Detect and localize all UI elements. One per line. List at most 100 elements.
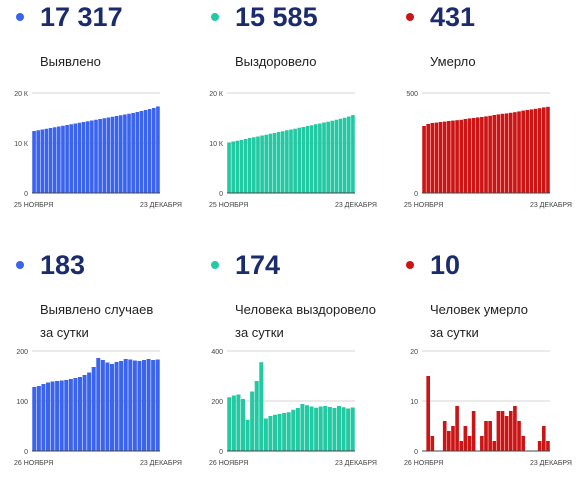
bar	[114, 116, 119, 193]
bar	[264, 134, 269, 193]
recovered-daily-label: Человека выздоровело за сутки	[235, 298, 376, 344]
bar	[69, 124, 74, 193]
bar	[100, 360, 105, 451]
bar	[44, 128, 49, 193]
bar	[521, 436, 525, 451]
x-tick-label: 25 НОЯБРЯ	[209, 202, 248, 209]
bar	[256, 136, 260, 193]
bar	[301, 127, 306, 193]
detected-total-chart: 0 10 К 20 К 25 НОЯБРЯ 23 ДЕКАБРЯ	[14, 91, 182, 209]
y-tick-label: 0	[24, 191, 28, 198]
bar	[268, 416, 273, 451]
y-tick-label: 20	[410, 349, 418, 356]
y-tick-label: 10	[410, 399, 418, 406]
y-tick-label: 10 К	[14, 141, 29, 148]
bar	[351, 115, 355, 193]
bar	[247, 138, 252, 193]
bar	[338, 118, 343, 193]
y-tick-label: 0	[219, 449, 223, 456]
bar	[293, 128, 297, 193]
bar	[48, 128, 53, 193]
bar	[40, 129, 45, 193]
bar	[276, 132, 281, 193]
x-tick-label: 23 ДЕКАБРЯ	[140, 460, 182, 467]
series-dot-icon	[16, 261, 24, 269]
bar	[65, 125, 69, 193]
bar	[110, 116, 115, 193]
y-tick-label: 20 К	[14, 91, 29, 98]
bar	[318, 406, 323, 451]
bar	[426, 124, 431, 193]
bar	[434, 122, 439, 193]
bar	[326, 121, 330, 193]
bar	[442, 421, 447, 451]
bar	[57, 126, 61, 193]
bar	[123, 114, 127, 193]
deaths-total-label: Умерло	[430, 50, 476, 73]
bar	[132, 360, 137, 451]
bar	[346, 408, 351, 451]
bar	[280, 131, 285, 193]
detected-daily-chart: 0 100 200 26 НОЯБРЯ 23 ДЕКАБРЯ	[14, 349, 182, 467]
bar	[52, 127, 57, 193]
x-tick-label: 23 ДЕКАБРЯ	[140, 202, 182, 209]
x-tick-label: 23 ДЕКАБРЯ	[530, 460, 572, 467]
bar	[151, 108, 156, 193]
bar	[459, 119, 464, 193]
bar	[231, 141, 236, 193]
bar	[73, 378, 78, 451]
series-dot-icon	[16, 13, 24, 21]
label-line: за сутки	[235, 325, 284, 340]
bar	[98, 119, 102, 193]
detected-total-label: Выявлено	[40, 50, 101, 73]
bar	[314, 407, 319, 451]
bar	[341, 407, 346, 451]
bar	[336, 406, 342, 451]
y-tick-label: 200	[211, 399, 223, 406]
bar	[313, 124, 318, 193]
bar	[91, 367, 96, 451]
detected-total-value: 17 317	[40, 2, 123, 32]
bar	[546, 106, 550, 193]
bar	[304, 405, 310, 451]
series-dot-icon	[406, 13, 414, 21]
x-tick-label: 23 ДЕКАБРЯ	[335, 202, 377, 209]
bar	[94, 119, 98, 193]
x-tick-label: 26 НОЯБРЯ	[209, 460, 248, 467]
bar	[260, 135, 264, 193]
bar	[463, 426, 468, 451]
bar	[508, 112, 513, 193]
label-line: Человека выздоровело	[235, 302, 376, 317]
bar	[85, 121, 90, 193]
bar	[309, 406, 314, 451]
bar	[131, 113, 135, 193]
recovered-daily-chart: 0 200 400 26 НОЯБРЯ 23 ДЕКАБРЯ	[209, 349, 377, 467]
series-dot-icon	[406, 261, 414, 269]
bar	[455, 406, 459, 451]
bar	[342, 117, 347, 193]
bar	[488, 115, 492, 193]
bar	[447, 121, 451, 193]
bar	[517, 421, 521, 451]
bar	[305, 126, 310, 193]
x-tick-label: 23 ДЕКАБРЯ	[530, 202, 572, 209]
bar	[426, 376, 431, 451]
bar	[141, 360, 147, 451]
bar	[155, 359, 160, 451]
label-line: Человек умерло	[430, 302, 528, 317]
bar	[504, 113, 509, 193]
bar	[521, 110, 525, 193]
bar	[143, 110, 148, 193]
bar	[541, 426, 546, 451]
bar	[147, 109, 152, 193]
y-tick-label: 0	[414, 191, 418, 198]
bar	[438, 122, 443, 193]
bar	[500, 113, 505, 193]
bar	[488, 421, 492, 451]
bar	[334, 119, 339, 193]
bar	[77, 377, 83, 451]
label-line: Умерло	[430, 54, 476, 69]
bar	[471, 411, 476, 451]
bar	[285, 130, 289, 193]
y-tick-label: 400	[211, 349, 223, 356]
